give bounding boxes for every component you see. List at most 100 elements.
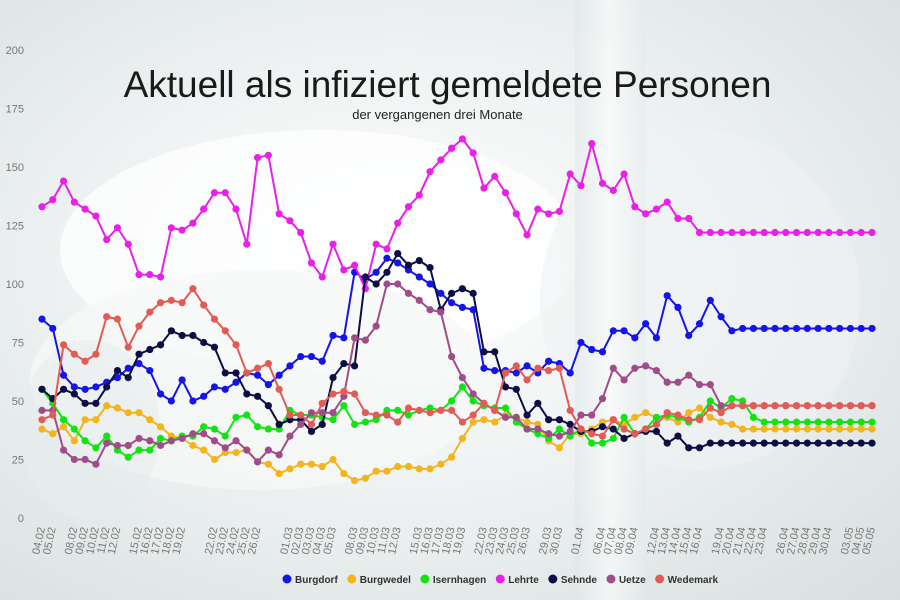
data-point-lehrte: [480, 184, 488, 192]
data-point-wedemark: [631, 430, 639, 438]
data-point-isernhagen: [351, 420, 359, 428]
data-point-sehnde: [189, 331, 197, 340]
legend-label: Wedemark: [668, 575, 719, 586]
data-point-sehnde: [394, 249, 402, 258]
data-point-burgdorf: [598, 348, 607, 356]
data-point-lehrte: [178, 226, 186, 234]
data-point-uetze: [146, 437, 154, 445]
x-tick-label: 12.04: [645, 526, 662, 555]
series-wedemark: [38, 285, 876, 440]
legend-label: Sehnde: [561, 575, 598, 586]
data-point-wedemark: [189, 285, 197, 293]
data-point-sehnde: [803, 439, 811, 447]
data-point-isernhagen: [394, 406, 402, 414]
data-point-lehrte: [609, 186, 617, 194]
data-point-lehrte: [695, 228, 704, 237]
data-point-sehnde: [253, 392, 262, 400]
data-point-uetze: [351, 334, 359, 342]
data-point-lehrte: [394, 219, 402, 227]
data-point-sehnde: [695, 444, 704, 452]
x-tick-label: 16.02: [138, 526, 155, 555]
data-point-burgwedel: [307, 460, 316, 468]
data-point-wedemark: [685, 416, 693, 424]
data-point-uetze: [307, 409, 316, 417]
data-point-uetze: [113, 441, 122, 450]
data-point-wedemark: [512, 362, 520, 370]
legend-item-isernhagen: Isernhagen: [420, 574, 486, 586]
data-point-lehrte: [545, 210, 553, 218]
data-point-wedemark: [566, 406, 574, 414]
x-tick-label: 08.02: [63, 526, 80, 555]
data-point-burgwedel: [404, 462, 413, 471]
data-point-burgdorf: [480, 364, 488, 372]
data-point-wedemark: [210, 315, 219, 323]
data-point-wedemark: [297, 411, 305, 419]
legend-item-wedemark: Wedemark: [655, 574, 719, 586]
data-point-sehnde: [846, 439, 855, 447]
data-point-wedemark: [480, 399, 488, 407]
data-point-isernhagen: [232, 413, 240, 421]
data-point-lehrte: [383, 245, 391, 253]
x-tick-label: 12.03: [386, 526, 403, 555]
data-point-lehrte: [652, 205, 661, 213]
data-point-isernhagen: [59, 416, 68, 424]
data-point-burgwedel: [448, 453, 456, 461]
data-point-burgwedel: [480, 416, 488, 424]
data-point-burgwedel: [426, 465, 434, 473]
data-point-wedemark: [836, 402, 844, 410]
data-point-lehrte: [868, 228, 876, 237]
data-point-burgwedel: [135, 409, 143, 417]
data-point-burgdorf: [437, 289, 445, 297]
data-point-sehnde: [674, 432, 682, 440]
x-tick-label: 10.02: [84, 526, 101, 555]
data-point-uetze: [695, 381, 704, 389]
data-point-sehnde: [480, 348, 488, 356]
data-point-wedemark: [426, 409, 434, 417]
data-point-wedemark: [92, 350, 100, 358]
x-tick-label: 22.02: [203, 526, 220, 555]
data-point-burgwedel: [113, 404, 122, 412]
data-point-burgdorf: [286, 362, 294, 370]
data-point-uetze: [566, 427, 574, 436]
x-tick-label: 26.03: [516, 526, 533, 555]
data-point-wedemark: [103, 313, 111, 321]
data-point-uetze: [156, 441, 165, 450]
legend-item-uetze: Uetze: [606, 574, 646, 586]
data-point-wedemark: [361, 409, 369, 417]
data-point-uetze: [167, 437, 175, 445]
y-tick-label: 75: [12, 338, 24, 350]
legend-label: Uetze: [619, 575, 646, 586]
y-tick-label: 100: [6, 279, 24, 291]
data-point-lehrte: [588, 140, 596, 148]
x-tick-label: 27.04: [785, 526, 802, 555]
data-point-sehnde: [534, 399, 542, 407]
data-point-lehrte: [437, 156, 445, 164]
data-point-isernhagen: [728, 395, 736, 403]
data-point-burgwedel: [728, 420, 736, 428]
data-point-burgwedel: [146, 416, 154, 424]
data-point-isernhagen: [469, 397, 477, 405]
x-tick-label: 25.03: [505, 526, 522, 555]
x-tick-label: 30.03: [548, 526, 565, 555]
data-point-wedemark: [221, 327, 229, 335]
data-point-burgdorf: [340, 334, 348, 342]
x-tick-label: 16.03: [419, 526, 436, 555]
data-point-burgwedel: [383, 467, 391, 475]
data-point-wedemark: [706, 404, 714, 412]
data-point-sehnde: [491, 348, 499, 356]
data-point-burgdorf: [49, 324, 57, 333]
legend-marker: [606, 574, 616, 584]
data-point-uetze: [404, 289, 413, 297]
data-point-uetze: [620, 376, 628, 384]
data-point-sehnde: [243, 390, 251, 398]
x-tick-label: 15.04: [677, 526, 694, 555]
legend-label: Burgdorf: [295, 575, 338, 586]
data-point-wedemark: [415, 406, 423, 414]
data-point-sehnde: [814, 439, 822, 447]
data-point-burgdorf: [200, 392, 208, 400]
data-point-burgdorf: [652, 334, 661, 342]
x-tick-label: 26.02: [246, 526, 263, 555]
data-point-uetze: [81, 455, 89, 464]
data-point-wedemark: [167, 296, 175, 304]
